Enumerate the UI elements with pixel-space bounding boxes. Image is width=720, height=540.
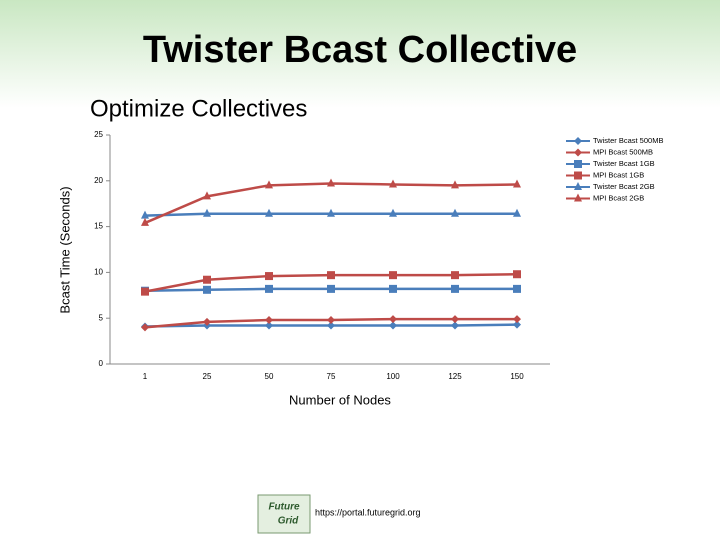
- slide-title: Twister Bcast Collective: [143, 29, 577, 71]
- marker: [513, 284, 521, 293]
- marker: [265, 272, 273, 281]
- marker: [327, 284, 335, 293]
- marker: [141, 217, 149, 226]
- marker: [327, 178, 335, 187]
- y-tick-label: 10: [94, 268, 103, 277]
- marker: [451, 208, 459, 217]
- marker: [141, 287, 149, 296]
- legend-label: MPI Bcast 1GB: [593, 170, 644, 179]
- legend-marker: [574, 171, 582, 180]
- marker: [389, 271, 397, 280]
- logo-text: Grid: [278, 516, 299, 527]
- marker: [513, 270, 521, 279]
- marker: [203, 191, 211, 200]
- x-tick-label: 75: [327, 372, 336, 381]
- marker: [327, 271, 335, 280]
- marker: [265, 284, 273, 293]
- x-axis-label: Number of Nodes: [289, 392, 391, 407]
- marker: [389, 208, 397, 217]
- marker: [451, 284, 459, 293]
- legend-marker: [574, 148, 582, 157]
- marker: [389, 179, 397, 188]
- legend-label: MPI Bcast 500MB: [593, 147, 653, 156]
- marker: [389, 284, 397, 293]
- marker: [451, 315, 459, 324]
- marker: [327, 208, 335, 217]
- marker: [451, 321, 459, 330]
- legend-label: Twister Bcast 500MB: [593, 136, 663, 145]
- y-tick-label: 15: [94, 222, 103, 231]
- y-axis-label: Bcast Time (Seconds): [57, 186, 72, 313]
- marker: [203, 285, 211, 294]
- marker: [327, 321, 335, 330]
- logo: Future Grid: [257, 494, 311, 534]
- x-tick-label: 125: [448, 372, 462, 381]
- logo-text: Future: [268, 502, 300, 513]
- marker: [265, 208, 273, 217]
- y-tick-label: 20: [94, 176, 103, 185]
- marker: [513, 320, 521, 329]
- marker: [141, 210, 149, 219]
- marker: [513, 208, 521, 217]
- marker: [141, 323, 149, 332]
- legend-label: Twister Bcast 2GB: [593, 182, 655, 191]
- marker: [265, 180, 273, 189]
- footer-url[interactable]: https://portal.futuregrid.org: [315, 507, 421, 517]
- marker: [203, 317, 211, 326]
- y-tick-label: 25: [94, 130, 103, 139]
- legend-marker: [574, 182, 582, 190]
- marker: [451, 180, 459, 189]
- marker: [389, 315, 397, 324]
- marker: [513, 315, 521, 324]
- marker: [265, 321, 273, 330]
- y-tick-label: 5: [99, 313, 104, 322]
- x-tick-label: 50: [265, 372, 274, 381]
- legend-marker: [574, 137, 582, 145]
- legend-label: MPI Bcast 2GB: [593, 193, 644, 202]
- legend-marker: [574, 193, 582, 202]
- marker: [513, 179, 521, 188]
- marker: [327, 316, 335, 325]
- x-tick-label: 1: [143, 372, 148, 381]
- chart-title: Optimize Collectives: [90, 95, 307, 122]
- x-tick-label: 150: [510, 372, 524, 381]
- marker: [203, 275, 211, 284]
- marker: [451, 271, 459, 280]
- marker: [203, 208, 211, 217]
- y-tick-label: 0: [99, 359, 104, 368]
- legend-label: Twister Bcast 1GB: [593, 159, 655, 168]
- legend-marker: [574, 160, 582, 168]
- x-tick-label: 100: [386, 372, 400, 381]
- marker: [389, 321, 397, 330]
- x-tick-label: 25: [203, 372, 212, 381]
- marker: [265, 316, 273, 325]
